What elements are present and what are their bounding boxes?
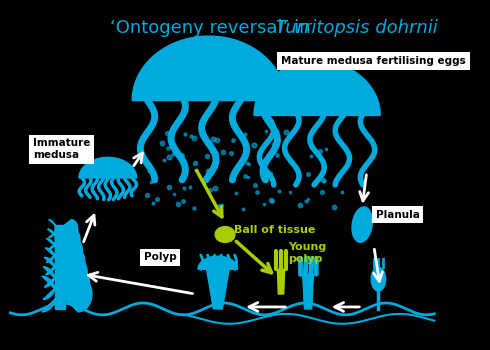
Polygon shape <box>60 248 85 275</box>
Polygon shape <box>60 276 92 312</box>
Polygon shape <box>46 248 60 275</box>
Text: Mature medusa fertilising eggs: Mature medusa fertilising eggs <box>281 56 466 66</box>
Polygon shape <box>254 61 380 116</box>
Polygon shape <box>60 229 80 250</box>
Text: Planula: Planula <box>376 210 419 220</box>
Polygon shape <box>54 225 66 309</box>
Polygon shape <box>60 257 87 287</box>
Polygon shape <box>60 267 90 300</box>
Text: Young
polyp: Young polyp <box>288 243 326 264</box>
Polygon shape <box>277 269 285 294</box>
Polygon shape <box>44 257 60 287</box>
Ellipse shape <box>215 226 235 243</box>
Polygon shape <box>303 274 314 309</box>
Polygon shape <box>60 220 78 238</box>
Polygon shape <box>42 276 60 312</box>
Polygon shape <box>47 238 60 262</box>
Ellipse shape <box>352 207 372 242</box>
Polygon shape <box>132 36 286 100</box>
Text: ‘Ontogeny reversal’ in: ‘Ontogeny reversal’ in <box>110 19 316 37</box>
Text: Immature
medusa: Immature medusa <box>33 138 90 160</box>
Text: Turritopsis dohrnii: Turritopsis dohrnii <box>276 19 438 37</box>
Polygon shape <box>198 256 238 269</box>
Polygon shape <box>207 269 229 309</box>
Text: Ball of tissue: Ball of tissue <box>234 225 316 235</box>
Polygon shape <box>49 220 60 238</box>
Polygon shape <box>43 267 60 300</box>
Text: Polyp: Polyp <box>144 252 177 262</box>
Polygon shape <box>60 238 82 262</box>
Ellipse shape <box>371 267 386 291</box>
Polygon shape <box>48 229 60 250</box>
Polygon shape <box>79 158 137 178</box>
